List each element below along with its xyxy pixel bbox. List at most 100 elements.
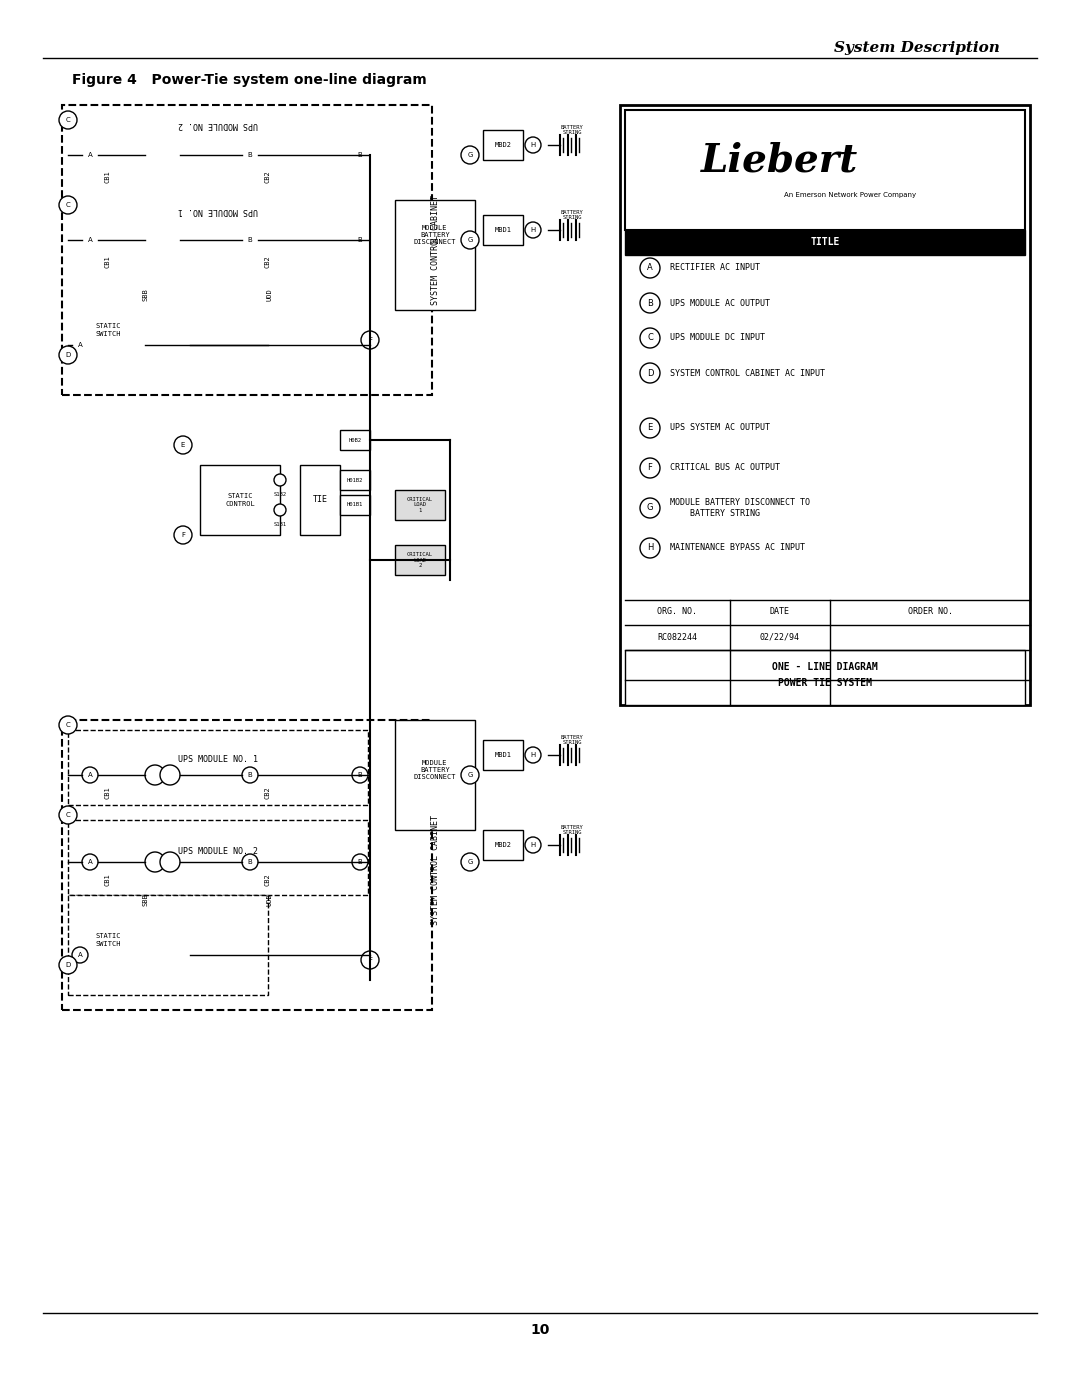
Text: MBD1: MBD1 (495, 752, 512, 759)
Text: ORDER NO.: ORDER NO. (907, 608, 953, 616)
Text: ORG. NO.: ORG. NO. (657, 608, 697, 616)
Text: C: C (66, 722, 70, 728)
Text: UPS SYSTEM AC OUTPUT: UPS SYSTEM AC OUTPUT (670, 423, 770, 433)
Circle shape (461, 231, 480, 249)
Text: F: F (368, 337, 372, 344)
Circle shape (82, 767, 98, 782)
Text: BATTERY
STRING: BATTERY STRING (561, 124, 583, 136)
Text: CRITICAL BUS AC OUTPUT: CRITICAL BUS AC OUTPUT (670, 464, 780, 472)
Text: H: H (530, 226, 536, 233)
Circle shape (242, 232, 258, 249)
Text: SBB: SBB (141, 289, 148, 302)
Text: TITLE: TITLE (810, 237, 839, 247)
Text: Liebert: Liebert (701, 141, 859, 179)
Bar (483, 215, 523, 244)
Text: Figure 4   Power-Tie system one-line diagram: Figure 4 Power-Tie system one-line diagr… (72, 73, 427, 87)
Bar (483, 830, 523, 861)
Bar (340, 430, 370, 450)
Text: CB1: CB1 (105, 787, 111, 799)
Bar (68, 895, 268, 995)
Circle shape (461, 147, 480, 163)
Text: C: C (66, 203, 70, 208)
Text: MBD2: MBD2 (495, 842, 512, 848)
Text: G: G (468, 237, 473, 243)
Circle shape (174, 527, 192, 543)
Text: RC082244: RC082244 (657, 633, 697, 641)
Text: A: A (87, 152, 93, 158)
Text: UPS MODULE AC OUTPUT: UPS MODULE AC OUTPUT (670, 299, 770, 307)
Text: UOD: UOD (267, 289, 273, 302)
Bar (68, 291, 268, 390)
Text: MBD1: MBD1 (495, 226, 512, 233)
Bar (625, 110, 1025, 231)
Text: G: G (468, 152, 473, 158)
Text: DATE: DATE (770, 608, 789, 616)
Text: D: D (647, 369, 653, 377)
Text: UOD: UOD (267, 894, 273, 907)
Text: B: B (647, 299, 653, 307)
Circle shape (59, 110, 77, 129)
Text: BATTERY
STRING: BATTERY STRING (561, 824, 583, 835)
Text: STATIC
SWITCH: STATIC SWITCH (95, 933, 121, 947)
Circle shape (72, 337, 87, 353)
Text: 10: 10 (530, 1323, 550, 1337)
Circle shape (242, 767, 258, 782)
Circle shape (145, 766, 165, 785)
Bar (620, 105, 1030, 705)
Text: H0B2: H0B2 (349, 437, 362, 443)
Bar (340, 469, 370, 490)
Circle shape (242, 147, 258, 163)
Circle shape (174, 436, 192, 454)
Text: SBB: SBB (141, 894, 148, 907)
Text: H: H (530, 842, 536, 848)
Text: B: B (247, 152, 253, 158)
Text: C: C (66, 117, 70, 123)
Text: B: B (247, 859, 253, 865)
Circle shape (640, 538, 660, 557)
Text: UPS MODULE NO. 1: UPS MODULE NO. 1 (178, 756, 258, 764)
Text: POWER TIE SYSTEM: POWER TIE SYSTEM (778, 678, 872, 687)
Text: F: F (368, 957, 372, 963)
Bar (483, 740, 523, 770)
Text: An Emerson Network Power Company: An Emerson Network Power Company (784, 191, 916, 198)
Bar (395, 490, 445, 520)
Text: ONE - LINE DIAGRAM: ONE - LINE DIAGRAM (772, 662, 878, 672)
Text: A: A (78, 951, 82, 958)
Text: MBD2: MBD2 (495, 142, 512, 148)
Circle shape (274, 474, 286, 486)
Text: B: B (357, 237, 363, 243)
Circle shape (352, 147, 368, 163)
Text: MODULE
BATTERY
DISCONNECT: MODULE BATTERY DISCONNECT (414, 760, 456, 780)
Text: F: F (181, 532, 185, 538)
Circle shape (145, 145, 165, 165)
Text: BATTERY
STRING: BATTERY STRING (561, 210, 583, 221)
Text: CRITICAL
LOAD
1: CRITICAL LOAD 1 (407, 497, 433, 513)
Circle shape (59, 806, 77, 824)
Bar (340, 495, 370, 515)
Bar (62, 719, 432, 1010)
Text: B: B (357, 152, 363, 158)
Text: E: E (647, 423, 652, 433)
Text: RECTIFIER AC INPUT: RECTIFIER AC INPUT (670, 264, 760, 272)
Text: UPS MODULE NO. 1: UPS MODULE NO. 1 (178, 205, 258, 215)
Text: System Description: System Description (834, 41, 1000, 54)
Text: MODULE BATTERY DISCONNECT TO
    BATTERY STRING: MODULE BATTERY DISCONNECT TO BATTERY STR… (670, 499, 810, 518)
Text: H: H (530, 142, 536, 148)
Text: H01B2: H01B2 (347, 478, 363, 482)
Circle shape (59, 956, 77, 974)
Text: C: C (66, 812, 70, 819)
Text: G: G (468, 773, 473, 778)
Bar (483, 130, 523, 161)
Text: MODULE
BATTERY
DISCONNECT: MODULE BATTERY DISCONNECT (414, 225, 456, 244)
Circle shape (640, 328, 660, 348)
Circle shape (461, 766, 480, 784)
Circle shape (525, 222, 541, 237)
Circle shape (160, 145, 180, 165)
Text: D: D (66, 352, 70, 358)
Bar (68, 820, 368, 895)
Circle shape (361, 331, 379, 349)
Text: SYSTEM CONTROL CABINET: SYSTEM CONTROL CABINET (431, 814, 440, 925)
Circle shape (82, 147, 98, 163)
Circle shape (59, 196, 77, 214)
Text: CB1: CB1 (105, 256, 111, 268)
